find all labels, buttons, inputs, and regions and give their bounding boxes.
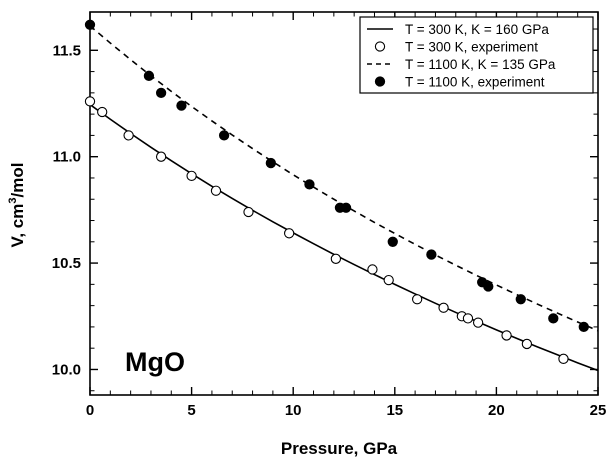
- data-point-open: [367, 264, 378, 275]
- legend-box: [359, 16, 594, 94]
- data-point-open: [84, 96, 96, 107]
- legend: T = 300 K, K = 160 GPa T = 300 K, experim…: [359, 16, 594, 94]
- data-point-open: [472, 317, 484, 328]
- y-axis-title: V, cm3/mol: [7, 163, 27, 248]
- plot-frame: [89, 11, 599, 396]
- y-tick-label: 10.5: [52, 255, 81, 272]
- data-point-open: [123, 130, 134, 141]
- data-point-filled: [176, 100, 187, 111]
- data-point-filled: [387, 236, 398, 247]
- data-point-open: [383, 274, 394, 286]
- data-point-open: [462, 313, 474, 324]
- data-point-filled: [578, 321, 589, 333]
- data-point-open: [155, 151, 167, 162]
- series-line-0: [89, 103, 599, 372]
- annotation-mgo: MgO: [125, 347, 185, 377]
- data-point-filled: [483, 281, 494, 292]
- data-point-filled: [265, 157, 276, 169]
- y-tick-label: 11.5: [53, 42, 81, 59]
- x-tick-label: 20: [488, 402, 505, 419]
- x-tick-label: 5: [187, 402, 195, 419]
- legend-marker-3: [374, 76, 386, 87]
- data-point-open: [283, 228, 295, 239]
- legend-label-1: T = 300 K, experiment: [405, 40, 538, 55]
- data-point-open: [412, 294, 423, 305]
- x-tick-label: 25: [590, 402, 607, 419]
- data-point-filled: [548, 313, 559, 324]
- legend-label-3: T = 1100 K, experiment: [405, 75, 545, 90]
- data-point-filled: [340, 202, 352, 213]
- x-axis-title: Pressure, GPa: [281, 439, 398, 458]
- data-point-filled: [143, 70, 155, 81]
- data-point-open: [501, 330, 512, 341]
- data-point-open: [330, 253, 342, 264]
- data-point-filled: [84, 19, 96, 30]
- data-point-open: [438, 302, 449, 313]
- legend-label-0: T = 300 K, K = 160 GPa: [405, 22, 549, 37]
- data-point-filled: [155, 87, 167, 99]
- data-point-filled: [426, 249, 437, 260]
- data-point-filled: [218, 130, 230, 141]
- x-tick-label: 10: [285, 402, 302, 419]
- y-axis-title-tail: /mol: [8, 163, 27, 198]
- data-point-filled: [515, 294, 526, 305]
- legend-marker-1: [374, 41, 386, 52]
- data-point-filled: [304, 179, 315, 190]
- series-layer: [84, 19, 599, 372]
- x-tick-label: 15: [386, 402, 403, 419]
- y-tick-label: 10.0: [52, 361, 81, 378]
- data-point-open: [210, 185, 222, 196]
- y-axis-title-main: V, cm: [8, 204, 27, 248]
- data-point-open: [558, 353, 569, 364]
- legend-label-2: T = 1100 K, K = 135 GPa: [405, 57, 556, 72]
- data-point-open: [97, 106, 108, 118]
- data-point-open: [521, 338, 533, 350]
- x-tick-label: 0: [86, 402, 94, 419]
- y-axis-title-superscript: 3: [7, 198, 19, 204]
- y-tick-label: 11.0: [53, 149, 81, 166]
- axis-tick-labels: 0 5 10 15 20 25 10.0 10.5 11.0 11.5: [52, 42, 607, 419]
- data-point-open: [243, 206, 254, 218]
- data-point-open: [186, 170, 197, 181]
